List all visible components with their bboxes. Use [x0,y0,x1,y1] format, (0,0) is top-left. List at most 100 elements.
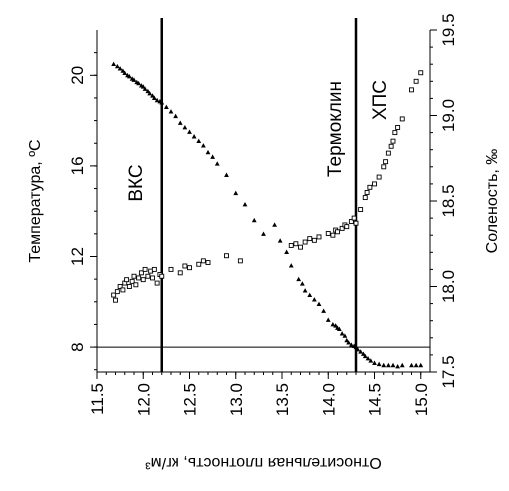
salinity-point [196,261,202,267]
axes: 11.5 12.0 12.5 13.0 13.5 14.0 14.5 15.0 8 12 16 20 1… [68,13,458,416]
temperature-point [346,340,351,345]
temperature-point [361,351,366,356]
salinity-point [330,232,336,238]
temperature-point [339,331,345,336]
salinity-point [126,284,132,289]
salinity-point [182,263,188,269]
temperature-point [224,172,229,177]
temperature-point [333,323,339,328]
salinity-point [159,273,165,279]
temperature-point [242,201,248,207]
x-tick-label: 14.0 [319,383,338,416]
salinity-point [339,225,345,231]
temperature-point [131,77,137,82]
temperature-point [163,104,169,110]
salinity-point [418,70,424,76]
salinity-point [388,143,394,149]
salinity-point [344,224,350,230]
salinity-point [298,244,303,250]
x-tick-label: 13.0 [227,383,246,416]
temperature-point [342,333,348,338]
salinity-point [335,229,340,235]
temperature-point [362,353,368,359]
salinity-point [392,130,398,136]
temperature-point [368,358,374,363]
temperature-point [399,362,405,368]
x-axis-title: Относительная плотность, кг/м³ [145,454,382,471]
temperature-point [330,322,336,327]
temperature-point [145,88,151,94]
y-right-tick-label: 18.0 [439,270,458,303]
temperature-point [344,337,350,343]
temperature-point [117,66,123,71]
y-left-tick-label: 16 [68,156,87,175]
salinity-point [133,282,139,288]
temperature-point [142,86,148,91]
salinity-point [364,189,370,195]
salinity-point [307,236,313,242]
salinity-point [120,287,126,293]
salinity-point [413,78,419,84]
temperature-point [205,149,211,155]
temperature-point [355,346,361,352]
region-label: ВКС [126,164,147,201]
salinity-point [114,289,120,295]
temperature-point [311,297,317,302]
salinity-point [353,220,359,226]
salinity-point [124,277,130,283]
salinity-point [168,266,174,272]
temperature-point [365,356,371,361]
temperature-point [316,301,322,307]
temperature-point [150,93,155,98]
salinity-point [293,241,299,247]
temperature-point [182,124,188,130]
y-left-axis-title: Температура, ºС [27,139,44,262]
y-left-tick-label: 20 [68,66,87,85]
y-right-tick-label: 17.5 [439,355,458,388]
salinity-point [177,270,183,276]
salinity-point [129,278,135,284]
salinity-point [224,253,229,259]
salinity-point [205,260,211,266]
region-label: Термоклин [325,81,346,177]
x-tick-label: 13.5 [273,383,292,416]
salinity-point [200,258,206,264]
temperature-point [261,231,266,236]
temperature-point [381,362,387,368]
temperature-point [154,97,160,103]
temperature-point [321,308,327,313]
temperature-point [284,249,290,254]
temperature-point [111,61,117,66]
temperature-point [418,362,424,368]
y-right-axis-title: Соленость, ‰ [484,149,501,254]
salinity-point [145,273,151,279]
temperature-point [191,134,197,139]
temperature-point [307,292,313,297]
data-points [111,61,424,369]
temperature-point [299,281,305,286]
temperature-point [288,263,294,268]
temperature-point [168,109,174,114]
temperature-point [385,362,391,368]
temperature-point [272,222,277,227]
salinity-point [288,243,294,248]
salinity-point [367,184,373,190]
region-label: ХПС [370,80,391,120]
salinity-point [150,275,155,281]
salinity-point [140,277,146,283]
salinity-point [142,266,148,272]
temperature-point [136,80,142,86]
temperature-point [302,288,308,293]
x-tick-label: 11.5 [88,383,107,415]
temperature-point [348,342,354,347]
temperature-point [277,238,283,243]
salinity-point [372,181,377,187]
temperature-point [120,68,126,73]
temperature-point [114,63,120,69]
salinity-point [351,215,357,221]
temperature-point [296,276,302,282]
reference-lines [97,18,430,372]
salinity-point [383,159,389,165]
salinity-point [325,231,331,236]
